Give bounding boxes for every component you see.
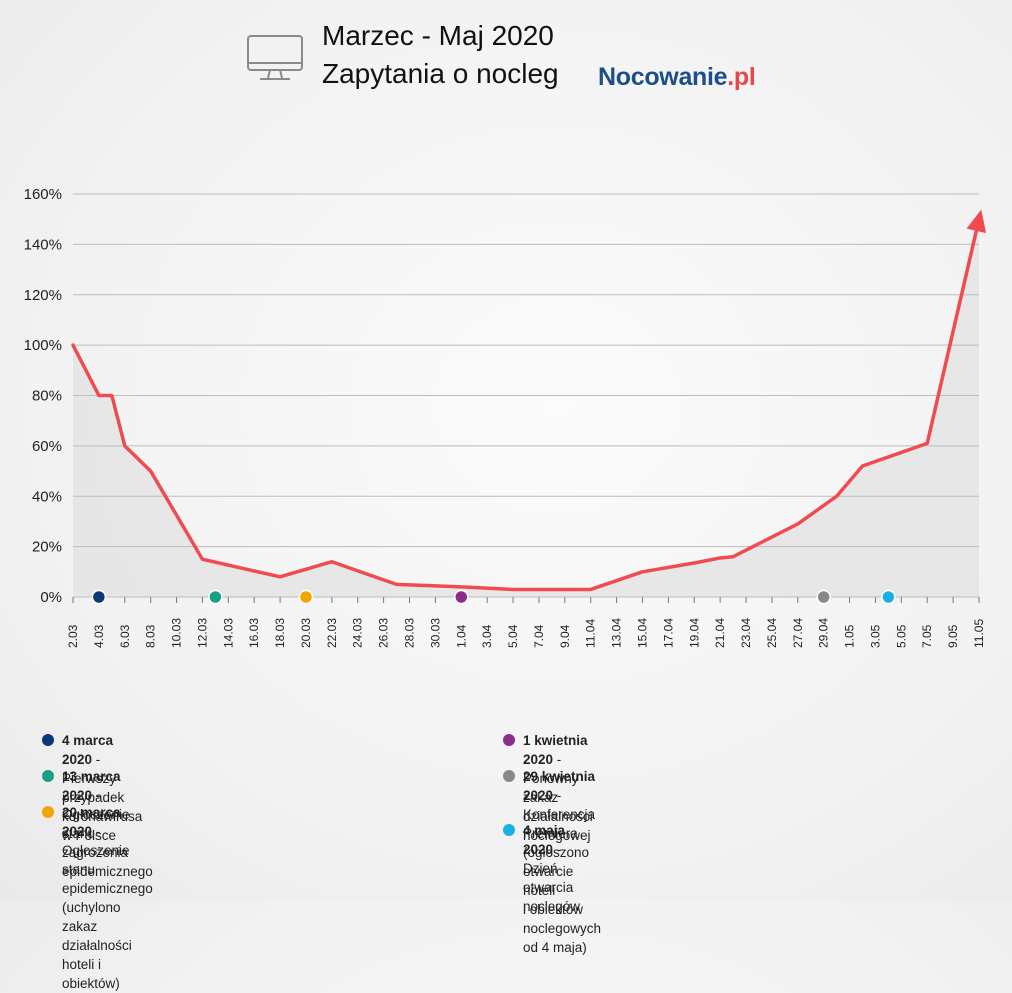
x-tick-label: 8.03 [144,624,158,648]
x-tick-label: 25.04 [765,618,779,648]
x-tick-label: 20.03 [299,618,313,648]
x-tick-label: 1.04 [454,624,468,648]
x-tick-label: 2.03 [66,624,80,648]
x-tick-label: 11.04 [584,619,598,648]
area-fill [73,219,979,597]
x-tick-label: 26.03 [377,618,391,648]
y-tick-label: 60% [32,438,62,455]
y-tick-label: 120% [24,287,62,304]
legend-item: 20 marca 2020 - Ogłoszenie stanu epidemi… [62,803,153,993]
event-marker [817,591,830,604]
chart-title-line1: Marzec - Maj 2020 [322,20,554,52]
event-marker [455,591,468,604]
x-tick-label: 5.05 [894,624,908,648]
x-tick-label: 12.03 [195,618,209,648]
x-tick-label: 14.03 [221,618,235,648]
event-marker [882,591,895,604]
header: Marzec - Maj 2020 Zapytania o nocleg Noc… [0,0,1012,110]
y-tick-label: 80% [32,388,62,405]
y-tick-label: 160% [24,186,62,203]
legend-date: 4 marca 2020 [62,733,113,767]
x-tick-label: 7.05 [920,624,934,648]
x-tick-label: 6.03 [118,624,132,648]
y-tick-label: 140% [24,236,62,253]
x-tick-label: 28.03 [403,618,417,648]
x-tick-label: 3.04 [480,624,494,648]
y-tick-label: 20% [32,539,62,556]
y-tick-label: 100% [24,337,62,354]
x-tick-label: 27.04 [791,618,805,648]
x-tick-label: 9.05 [946,624,960,648]
event-marker [92,591,105,604]
legend-dot [503,734,515,746]
brand-main: Nocowanie [598,63,727,91]
x-tick-label: 15.04 [635,618,649,648]
x-tick-label: 10.03 [170,618,184,648]
legend-dot [42,734,54,746]
x-tick-label: 11.05 [972,619,986,648]
chart-title-line2: Zapytania o nocleg [322,58,559,90]
x-tick-label: 4.03 [92,624,106,648]
x-tick-label: 19.04 [687,618,701,648]
x-tick-label: 21.04 [713,618,727,648]
x-tick-label: 29.04 [817,618,831,648]
line-chart: 0% 20% 40% 60% 80% 100% 120% 140% 160% 2.03 4.03 6.… [0,150,1012,670]
x-tick-label: 30.03 [428,618,442,648]
legend-item: 4 maja 2020 - Dzień otwarcia noclegów [523,821,580,916]
x-tick-label: 23.04 [739,618,753,648]
brand-logo: Nocowanie.pl [598,63,756,92]
line-arrowhead [967,209,986,233]
brand-suffix: .pl [727,63,755,91]
legend-dot [503,824,515,836]
y-tick-label: 0% [40,589,62,606]
x-tick-label: 9.04 [558,624,572,648]
x-tick-label: 5.04 [506,624,520,648]
legend-dot [42,770,54,782]
y-tick-label: 40% [32,488,62,505]
x-tick-label: 17.04 [661,618,675,648]
monitor-icon [246,34,304,84]
legend-dot [42,806,54,818]
x-tick-label: 13.04 [610,618,624,648]
x-tick-label: 1.05 [843,624,857,648]
x-tick-label: 16.03 [247,618,261,648]
legend-dot [503,770,515,782]
x-tick-label: 18.03 [273,618,287,648]
x-tick-label: 22.03 [325,618,339,648]
event-marker [209,591,222,604]
x-tick-label: 3.05 [868,624,882,648]
event-marker [299,591,312,604]
legend-text-line2: (uchylono zakaz działalności hoteli i ob… [62,900,132,991]
x-tick-label: 24.03 [351,618,365,648]
x-tick-label: 7.04 [532,624,546,648]
